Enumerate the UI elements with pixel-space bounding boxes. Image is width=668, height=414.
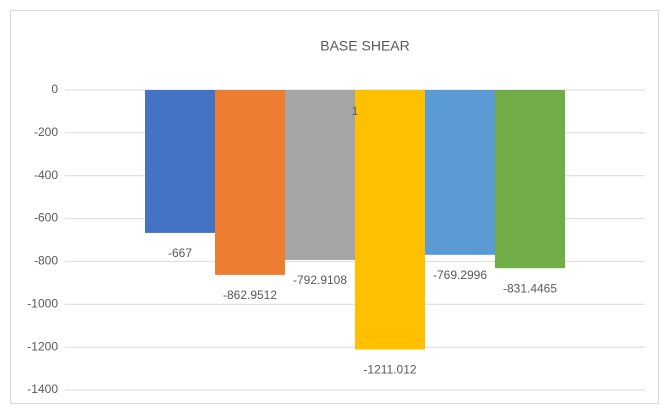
bar (215, 90, 285, 275)
x-tick-label: 1 (352, 104, 359, 118)
bar (355, 90, 425, 350)
chart-title: BASE SHEAR (320, 38, 409, 54)
y-tick-label: -200 (34, 125, 58, 139)
data-label: -831.4465 (503, 281, 557, 295)
bar (285, 90, 355, 260)
data-label: -1211.012 (363, 363, 416, 377)
data-label: -792.9108 (293, 273, 347, 287)
y-tick-label: 0 (51, 82, 58, 96)
y-tick-label: -800 (34, 254, 58, 268)
bar (145, 90, 215, 233)
bar (495, 90, 565, 269)
bar (425, 90, 495, 255)
data-label: -667 (168, 246, 192, 260)
y-tick-label: -1400 (27, 382, 58, 396)
data-label: -862.9512 (223, 288, 277, 302)
y-tick-label: -600 (34, 211, 58, 225)
y-tick-label: -1200 (27, 339, 58, 353)
y-tick-label: -400 (34, 168, 58, 182)
data-label: -769.2996 (433, 268, 487, 282)
y-tick-label: -1000 (27, 296, 58, 310)
